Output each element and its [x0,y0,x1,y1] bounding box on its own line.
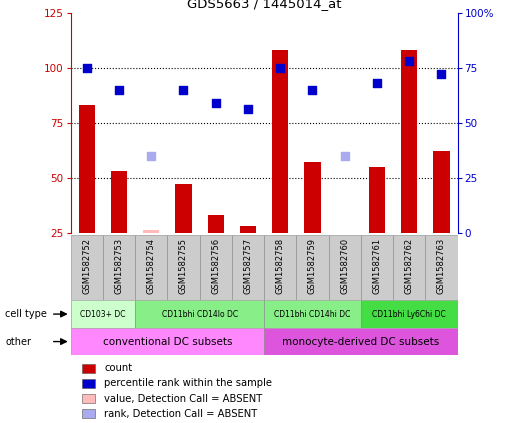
Bar [361,235,393,300]
Text: GSM1582754: GSM1582754 [147,238,156,294]
Text: GSM1582757: GSM1582757 [244,238,253,294]
Text: rank, Detection Call = ABSENT: rank, Detection Call = ABSENT [104,409,257,419]
Point [179,86,188,93]
Bar [135,300,264,328]
Text: GSM1582758: GSM1582758 [276,238,285,294]
Bar [328,235,361,300]
Text: percentile rank within the sample: percentile rank within the sample [104,378,272,388]
Text: cell type: cell type [5,309,47,319]
Bar [369,167,385,233]
Text: GSM1582755: GSM1582755 [179,238,188,294]
Bar [78,105,95,233]
Text: CD11bhi CD14hi DC: CD11bhi CD14hi DC [274,310,351,319]
Bar [401,50,417,233]
Text: count: count [104,363,132,373]
Bar [82,394,95,403]
Bar [297,235,328,300]
Bar [167,235,200,300]
Title: GDS5663 / 1445014_at: GDS5663 / 1445014_at [187,0,342,10]
Text: GSM1582756: GSM1582756 [211,238,220,294]
Bar [143,231,160,233]
Bar [240,226,256,233]
Point [405,58,413,64]
Text: other: other [5,337,31,346]
Point [276,64,285,71]
Bar [175,184,191,233]
Point [373,80,381,86]
Bar [111,171,127,233]
Bar [135,235,167,300]
Text: GSM1582760: GSM1582760 [340,238,349,294]
Bar [337,233,353,235]
Bar [264,235,297,300]
Text: GSM1582762: GSM1582762 [405,238,414,294]
Bar [71,300,135,328]
Bar [393,235,425,300]
Bar [361,300,458,328]
Text: monocyte-derived DC subsets: monocyte-derived DC subsets [282,337,439,346]
Bar [103,235,135,300]
Text: GSM1582752: GSM1582752 [82,238,91,294]
Bar [272,50,288,233]
Point [309,86,317,93]
Point [147,152,155,159]
Point [115,86,123,93]
Bar [71,328,264,355]
Text: CD11bhi CD14lo DC: CD11bhi CD14lo DC [162,310,237,319]
Text: GSM1582761: GSM1582761 [372,238,381,294]
Text: CD11bhi Ly6Chi DC: CD11bhi Ly6Chi DC [372,310,446,319]
Text: value, Detection Call = ABSENT: value, Detection Call = ABSENT [104,394,263,404]
Text: GSM1582753: GSM1582753 [115,238,123,294]
Text: CD103+ DC: CD103+ DC [80,310,126,319]
Bar [264,328,458,355]
Bar [425,235,458,300]
Bar [82,409,95,418]
Bar [200,235,232,300]
Bar [304,162,321,233]
Bar [264,300,361,328]
Point [340,152,349,159]
Point [83,64,91,71]
Text: GSM1582759: GSM1582759 [308,238,317,294]
Point [244,106,252,113]
Bar [82,379,95,388]
Point [437,71,446,78]
Text: conventional DC subsets: conventional DC subsets [103,337,232,346]
Bar [232,235,264,300]
Point [211,99,220,106]
Bar [71,235,103,300]
Bar [82,363,95,373]
Bar [434,151,450,233]
Bar [208,215,224,233]
Text: GSM1582763: GSM1582763 [437,238,446,294]
